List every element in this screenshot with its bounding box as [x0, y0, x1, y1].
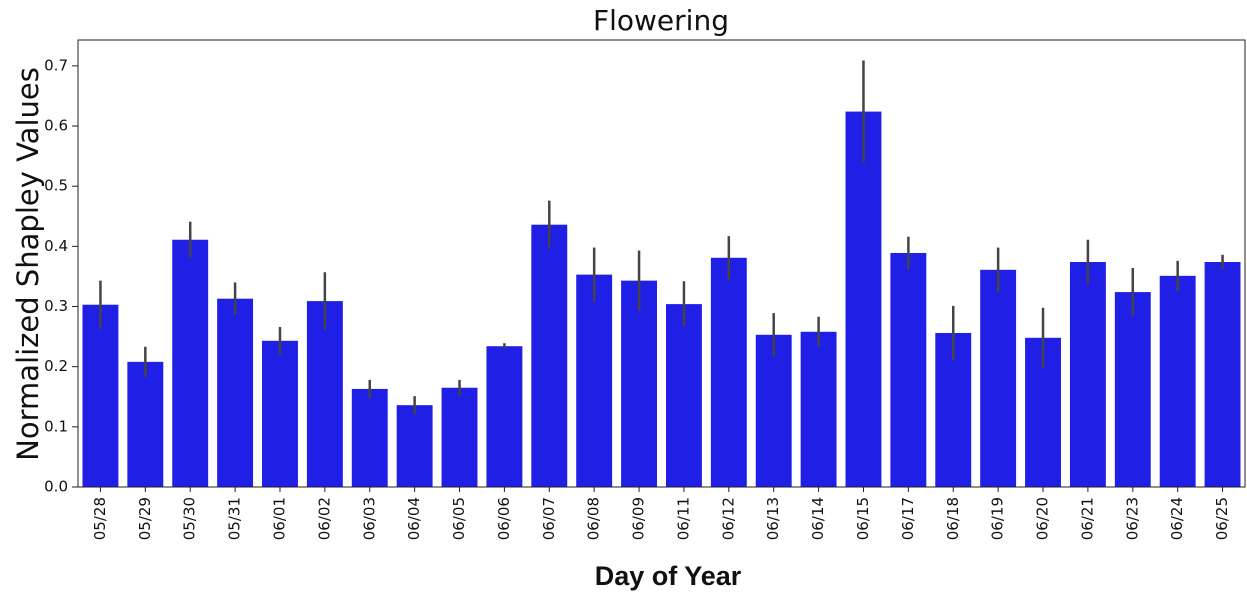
bar — [665, 304, 702, 487]
bar — [531, 224, 568, 487]
bar — [1204, 261, 1241, 487]
bar — [1114, 292, 1151, 487]
x-tick-label: 06/17 — [899, 497, 917, 540]
bar — [262, 340, 298, 487]
x-tick-label: 06/09 — [630, 497, 648, 540]
y-tick-label: 0.5 — [44, 177, 68, 195]
x-tick-label: 06/06 — [495, 497, 513, 540]
bar — [1069, 261, 1106, 487]
x-tick-label: 06/03 — [360, 497, 378, 540]
x-tick-label: 06/18 — [944, 497, 962, 540]
bar — [755, 334, 792, 487]
x-tick-label: 06/14 — [809, 497, 827, 540]
x-tick-label: 06/20 — [1034, 497, 1052, 540]
x-tick-label: 05/29 — [136, 497, 154, 540]
x-tick-label: 06/12 — [719, 497, 737, 540]
x-tick-label: 06/11 — [674, 497, 692, 540]
x-tick-label: 05/30 — [181, 497, 199, 540]
x-tick-label: 06/05 — [450, 497, 468, 540]
bar — [441, 387, 478, 487]
bar — [890, 252, 927, 487]
bar — [845, 111, 882, 487]
x-tick-label: 06/08 — [585, 497, 603, 540]
x-tick-label: 06/23 — [1123, 497, 1141, 540]
bar — [396, 405, 433, 487]
y-axis-label: Normalized Shapley Values — [11, 67, 45, 461]
x-tick-label: 05/31 — [226, 497, 244, 540]
bar — [1159, 275, 1196, 487]
x-tick-label: 06/21 — [1078, 497, 1096, 540]
x-tick-label: 06/24 — [1168, 497, 1186, 540]
bar — [486, 346, 523, 487]
y-tick-label: 0.1 — [44, 417, 68, 435]
bar — [306, 301, 343, 487]
y-tick-label: 0.0 — [44, 478, 68, 496]
y-tick-label: 0.3 — [44, 297, 68, 315]
bar — [800, 331, 837, 487]
x-tick-label: 06/15 — [854, 497, 872, 540]
bar — [82, 304, 119, 487]
bar — [127, 361, 164, 487]
bar — [710, 257, 747, 487]
x-tick-label: 06/13 — [764, 497, 782, 540]
x-tick-label: 05/28 — [91, 497, 109, 540]
x-tick-label: 06/07 — [540, 497, 558, 540]
y-tick-label: 0.2 — [44, 357, 68, 375]
y-tick-label: 0.7 — [44, 56, 68, 74]
y-tick-label: 0.4 — [44, 237, 68, 255]
bar — [351, 388, 388, 487]
plot-frame — [77, 39, 1246, 488]
bar — [576, 274, 613, 487]
x-axis-label: Day of Year — [595, 561, 742, 591]
bar — [980, 269, 1017, 487]
bar — [621, 280, 658, 487]
bar — [172, 239, 209, 487]
x-tick-label: 06/25 — [1213, 497, 1231, 540]
chart-title: Flowering — [593, 4, 729, 37]
x-tick-label: 06/01 — [270, 497, 288, 540]
x-tick-label: 06/04 — [405, 497, 423, 540]
y-tick-label: 0.6 — [44, 117, 68, 135]
x-tick-label: 06/02 — [315, 497, 333, 540]
bar — [217, 298, 254, 487]
x-tick-label: 06/19 — [989, 497, 1007, 540]
